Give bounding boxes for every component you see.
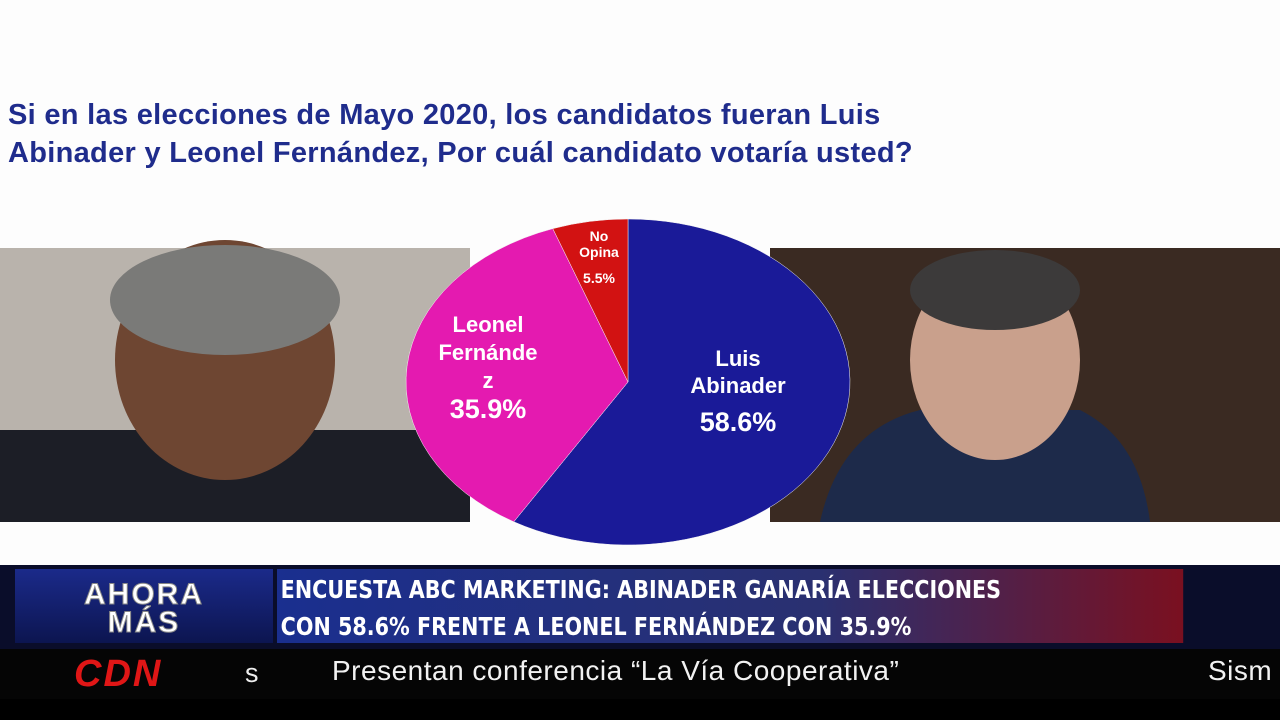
suit-right	[820, 410, 1150, 522]
value-label: 58.6%	[699, 407, 777, 437]
program-logo: AHORA MÁS	[15, 569, 273, 643]
question-title: Si en las elecciones de Mayo 2020, los c…	[8, 99, 913, 169]
hair-left	[110, 245, 340, 355]
ticker-item: Sism	[1208, 655, 1273, 686]
value-label: 35.9%	[449, 394, 527, 424]
pie-slice	[552, 218, 629, 383]
ticker-item: Presentan conferencia “La Vía Cooperativ…	[332, 655, 900, 686]
slice-label: Luis Abinader	[690, 346, 786, 398]
slice-label: No Opina	[579, 228, 619, 260]
headline: ENCUESTA ABC MARKETING: ABINADER GANARÍA…	[277, 569, 1184, 643]
pie-slice	[513, 218, 851, 546]
chart	[0, 218, 1280, 546]
channel-logo: CDN	[74, 653, 163, 695]
hair-right	[910, 250, 1080, 330]
lower-third: AHORA MÁS ENCUESTA ABC MARKETING: ABINAD…	[0, 565, 1280, 649]
channel-suffix: s	[245, 658, 259, 688]
pie-slice	[405, 228, 629, 523]
slice-label: Leonel Fernánde z	[438, 312, 538, 393]
slide: Si en las elecciones de Mayo 2020, los c…	[0, 0, 1280, 565]
ticker: CDN s Presentan conferencia “La Vía Coop…	[0, 649, 1280, 699]
value-label: 5.5%	[583, 270, 615, 286]
